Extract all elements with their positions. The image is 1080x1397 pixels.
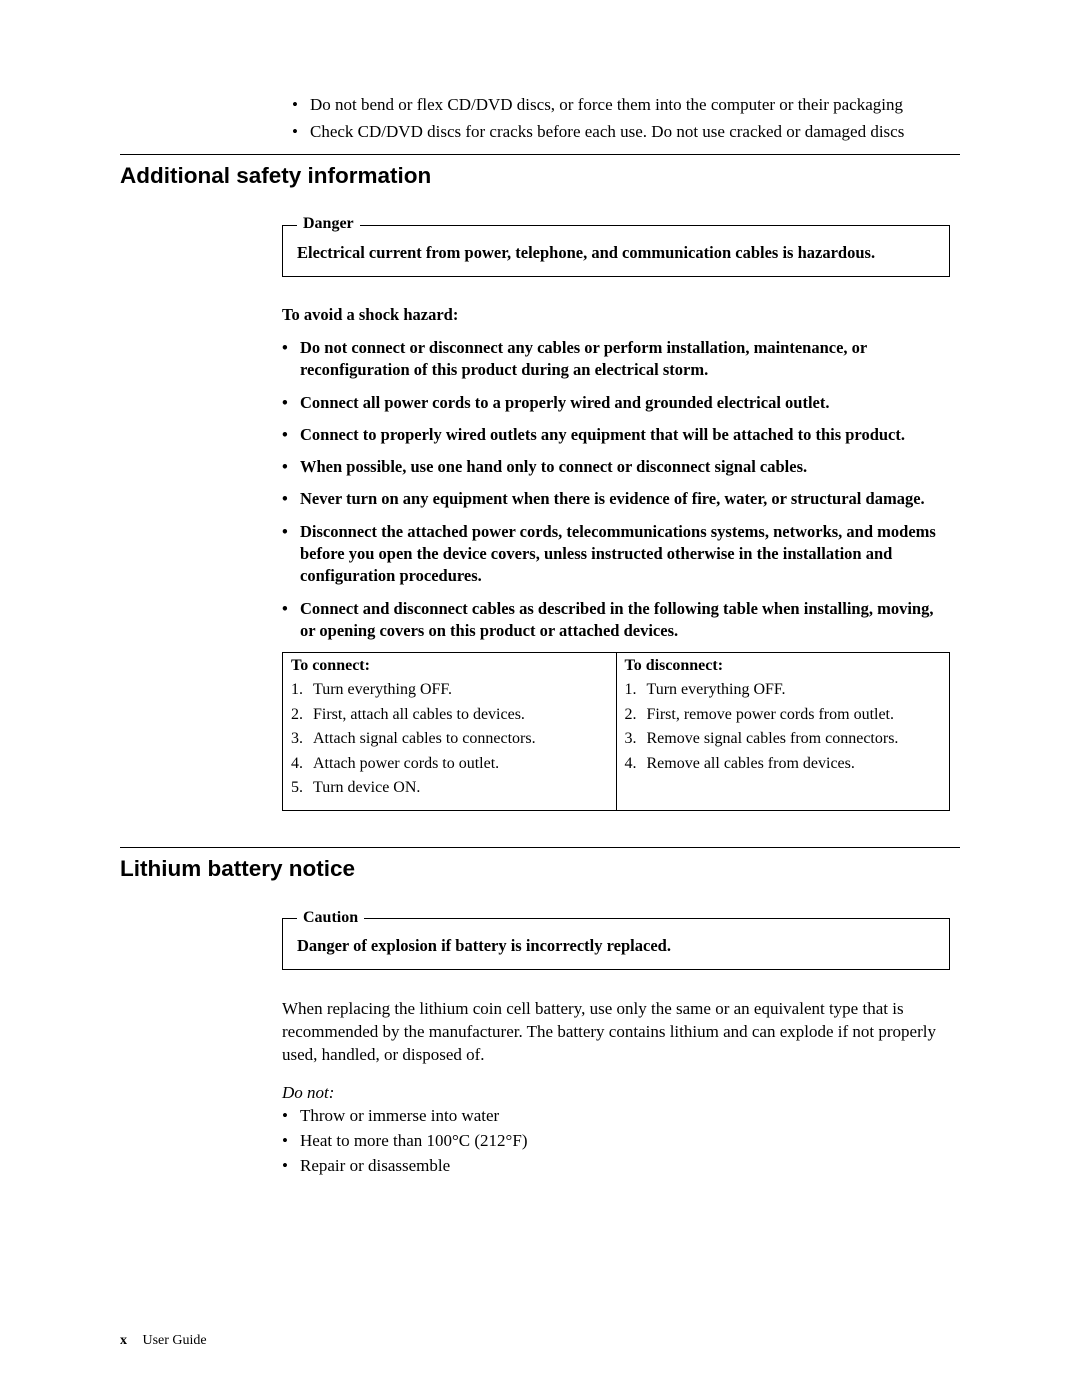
disconnect-header: To disconnect: — [625, 657, 942, 675]
bullet-dot: • — [292, 94, 310, 117]
list-item: Turn device ON. — [291, 777, 608, 799]
list-item: •Connect all power cords to a properly w… — [282, 392, 950, 414]
list-item: •Throw or immerse into water — [282, 1105, 950, 1128]
list-item: Turn everything OFF. — [625, 679, 942, 701]
caution-text: Danger of explosion if battery is incorr… — [297, 929, 935, 957]
section-heading-lithium: Lithium battery notice — [120, 856, 960, 882]
connect-disconnect-table: To connect: Turn everything OFF. First, … — [282, 652, 950, 811]
list-item: •Never turn on any equipment when there … — [282, 488, 950, 510]
page-footer: x User Guide — [120, 1333, 207, 1349]
list-item: •Repair or disassemble — [282, 1155, 950, 1178]
danger-text: Electrical current from power, telephone… — [297, 236, 935, 264]
list-item-text: Check CD/DVD discs for cracks before eac… — [310, 121, 904, 144]
top-bullet-list: • Do not bend or flex CD/DVD discs, or f… — [292, 94, 940, 144]
list-item: •Connect and disconnect cables as descri… — [282, 598, 950, 643]
bullet-dot: • — [292, 121, 310, 144]
disconnect-cell: To disconnect: Turn everything OFF. Firs… — [616, 653, 950, 811]
list-item: Remove all cables from devices. — [625, 753, 942, 775]
list-item-text: Disconnect the attached power cords, tel… — [300, 521, 950, 588]
do-not-label: Do not: — [282, 1083, 950, 1103]
list-item-text: Connect to properly wired outlets any eq… — [300, 424, 905, 446]
connect-cell: To connect: Turn everything OFF. First, … — [283, 653, 617, 811]
list-item: •When possible, use one hand only to con… — [282, 456, 950, 478]
list-item: • Check CD/DVD discs for cracks before e… — [292, 121, 940, 144]
connect-header: To connect: — [291, 657, 608, 675]
list-item: •Disconnect the attached power cords, te… — [282, 521, 950, 588]
list-item-text: When possible, use one hand only to conn… — [300, 456, 807, 478]
doc-title: User Guide — [143, 1333, 207, 1348]
shock-hazard-lead: To avoid a shock hazard: — [282, 305, 950, 325]
danger-box: Danger Electrical current from power, te… — [282, 225, 950, 277]
list-item: • Do not bend or flex CD/DVD discs, or f… — [292, 94, 940, 117]
list-item-text: Never turn on any equipment when there i… — [300, 488, 925, 510]
list-item: •Connect to properly wired outlets any e… — [282, 424, 950, 446]
list-item-text: Do not bend or flex CD/DVD discs, or for… — [310, 94, 903, 117]
section-rule — [120, 154, 960, 155]
section1-content: Danger Electrical current from power, te… — [282, 225, 950, 811]
list-item: Attach signal cables to connectors. — [291, 728, 608, 750]
page: • Do not bend or flex CD/DVD discs, or f… — [0, 0, 1080, 1220]
list-item: Attach power cords to outlet. — [291, 753, 608, 775]
list-item-text: Connect all power cords to a properly wi… — [300, 392, 830, 414]
caution-legend: Caution — [297, 909, 364, 927]
hazard-bullet-list: •Do not connect or disconnect any cables… — [282, 337, 950, 642]
section2-content: Caution Danger of explosion if battery i… — [282, 918, 950, 1178]
list-item: Turn everything OFF. — [291, 679, 608, 701]
section-rule — [120, 847, 960, 848]
list-item: First, remove power cords from outlet. — [625, 704, 942, 726]
list-item: •Heat to more than 100°C (212°F) — [282, 1130, 950, 1153]
lithium-paragraph: When replacing the lithium coin cell bat… — [282, 998, 950, 1067]
connect-steps: Turn everything OFF. First, attach all c… — [291, 679, 608, 799]
list-item: Remove signal cables from connectors. — [625, 728, 942, 750]
page-number: x — [120, 1333, 127, 1348]
section-heading-additional-safety: Additional safety information — [120, 163, 960, 189]
disconnect-steps: Turn everything OFF. First, remove power… — [625, 679, 942, 774]
do-not-list: •Throw or immerse into water •Heat to mo… — [282, 1105, 950, 1178]
list-item-text: Heat to more than 100°C (212°F) — [300, 1130, 527, 1153]
list-item-text: Do not connect or disconnect any cables … — [300, 337, 950, 382]
danger-legend: Danger — [297, 215, 360, 233]
caution-box: Caution Danger of explosion if battery i… — [282, 918, 950, 970]
list-item-text: Throw or immerse into water — [300, 1105, 499, 1128]
list-item: First, attach all cables to devices. — [291, 704, 608, 726]
list-item-text: Repair or disassemble — [300, 1155, 450, 1178]
list-item-text: Connect and disconnect cables as describ… — [300, 598, 950, 643]
list-item: •Do not connect or disconnect any cables… — [282, 337, 950, 382]
